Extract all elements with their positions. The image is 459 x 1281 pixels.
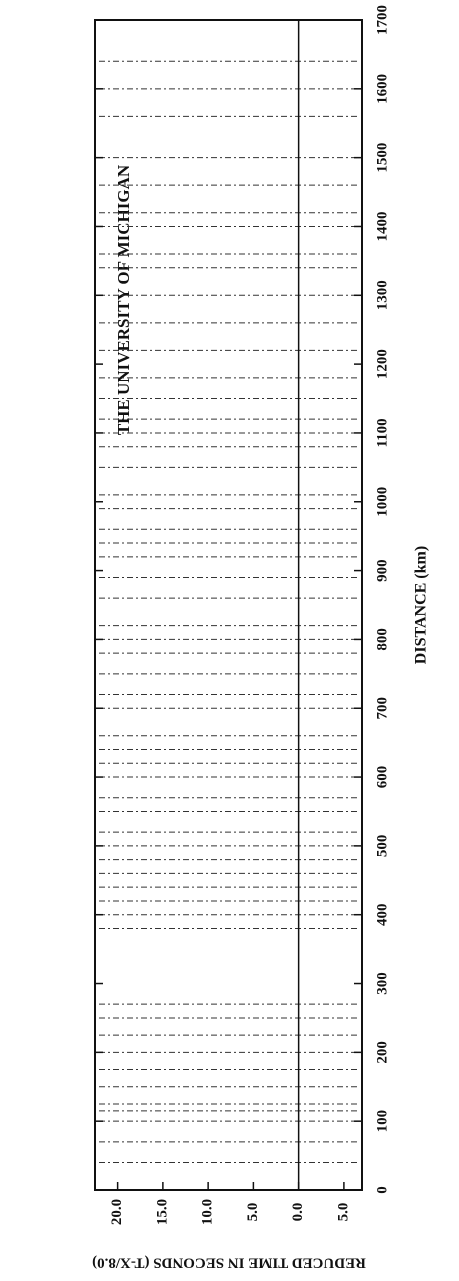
y-tick-label: 20.0 (109, 1199, 125, 1225)
x-tick-label: 1400 (374, 211, 390, 241)
annotation: THE UNIVERSITY OF MICHIGAN (114, 164, 133, 435)
plot-frame (94, 19, 363, 1191)
x-tick-label: 900 (374, 559, 390, 582)
x-tick-label: 0 (374, 1186, 390, 1194)
x-tick-label: 500 (374, 835, 390, 858)
x-tick-label: 300 (374, 972, 390, 995)
x-tick-label: 600 (374, 766, 390, 789)
y-tick-label: 5.0 (335, 1203, 351, 1222)
x-tick-label: 100 (374, 1110, 390, 1133)
x-tick-label: 1200 (374, 349, 390, 379)
x-tick-label: 1300 (374, 280, 390, 310)
x-axis-label: DISTANCE (km) (413, 546, 430, 664)
y-tick-label: 10.0 (200, 1199, 216, 1225)
x-tick-label: 1100 (374, 418, 390, 447)
x-tick-label: 800 (374, 628, 390, 651)
x-tick-label: 1500 (374, 143, 390, 173)
y-axis-label: REDUCED TIME IN SECONDS (T-X/8.0) (92, 1255, 366, 1271)
x-tick-label: 400 (374, 903, 390, 926)
y-tick-label: 15.0 (154, 1199, 170, 1225)
y-tick-label: 0.0 (290, 1203, 306, 1222)
y-tick-label: 5.0 (245, 1203, 261, 1222)
x-tick-label: 1000 (374, 487, 390, 517)
x-tick-label: 1700 (374, 5, 390, 35)
x-tick-label: 700 (374, 697, 390, 720)
x-tick-label: 1600 (374, 74, 390, 104)
x-tick-label: 200 (374, 1041, 390, 1064)
